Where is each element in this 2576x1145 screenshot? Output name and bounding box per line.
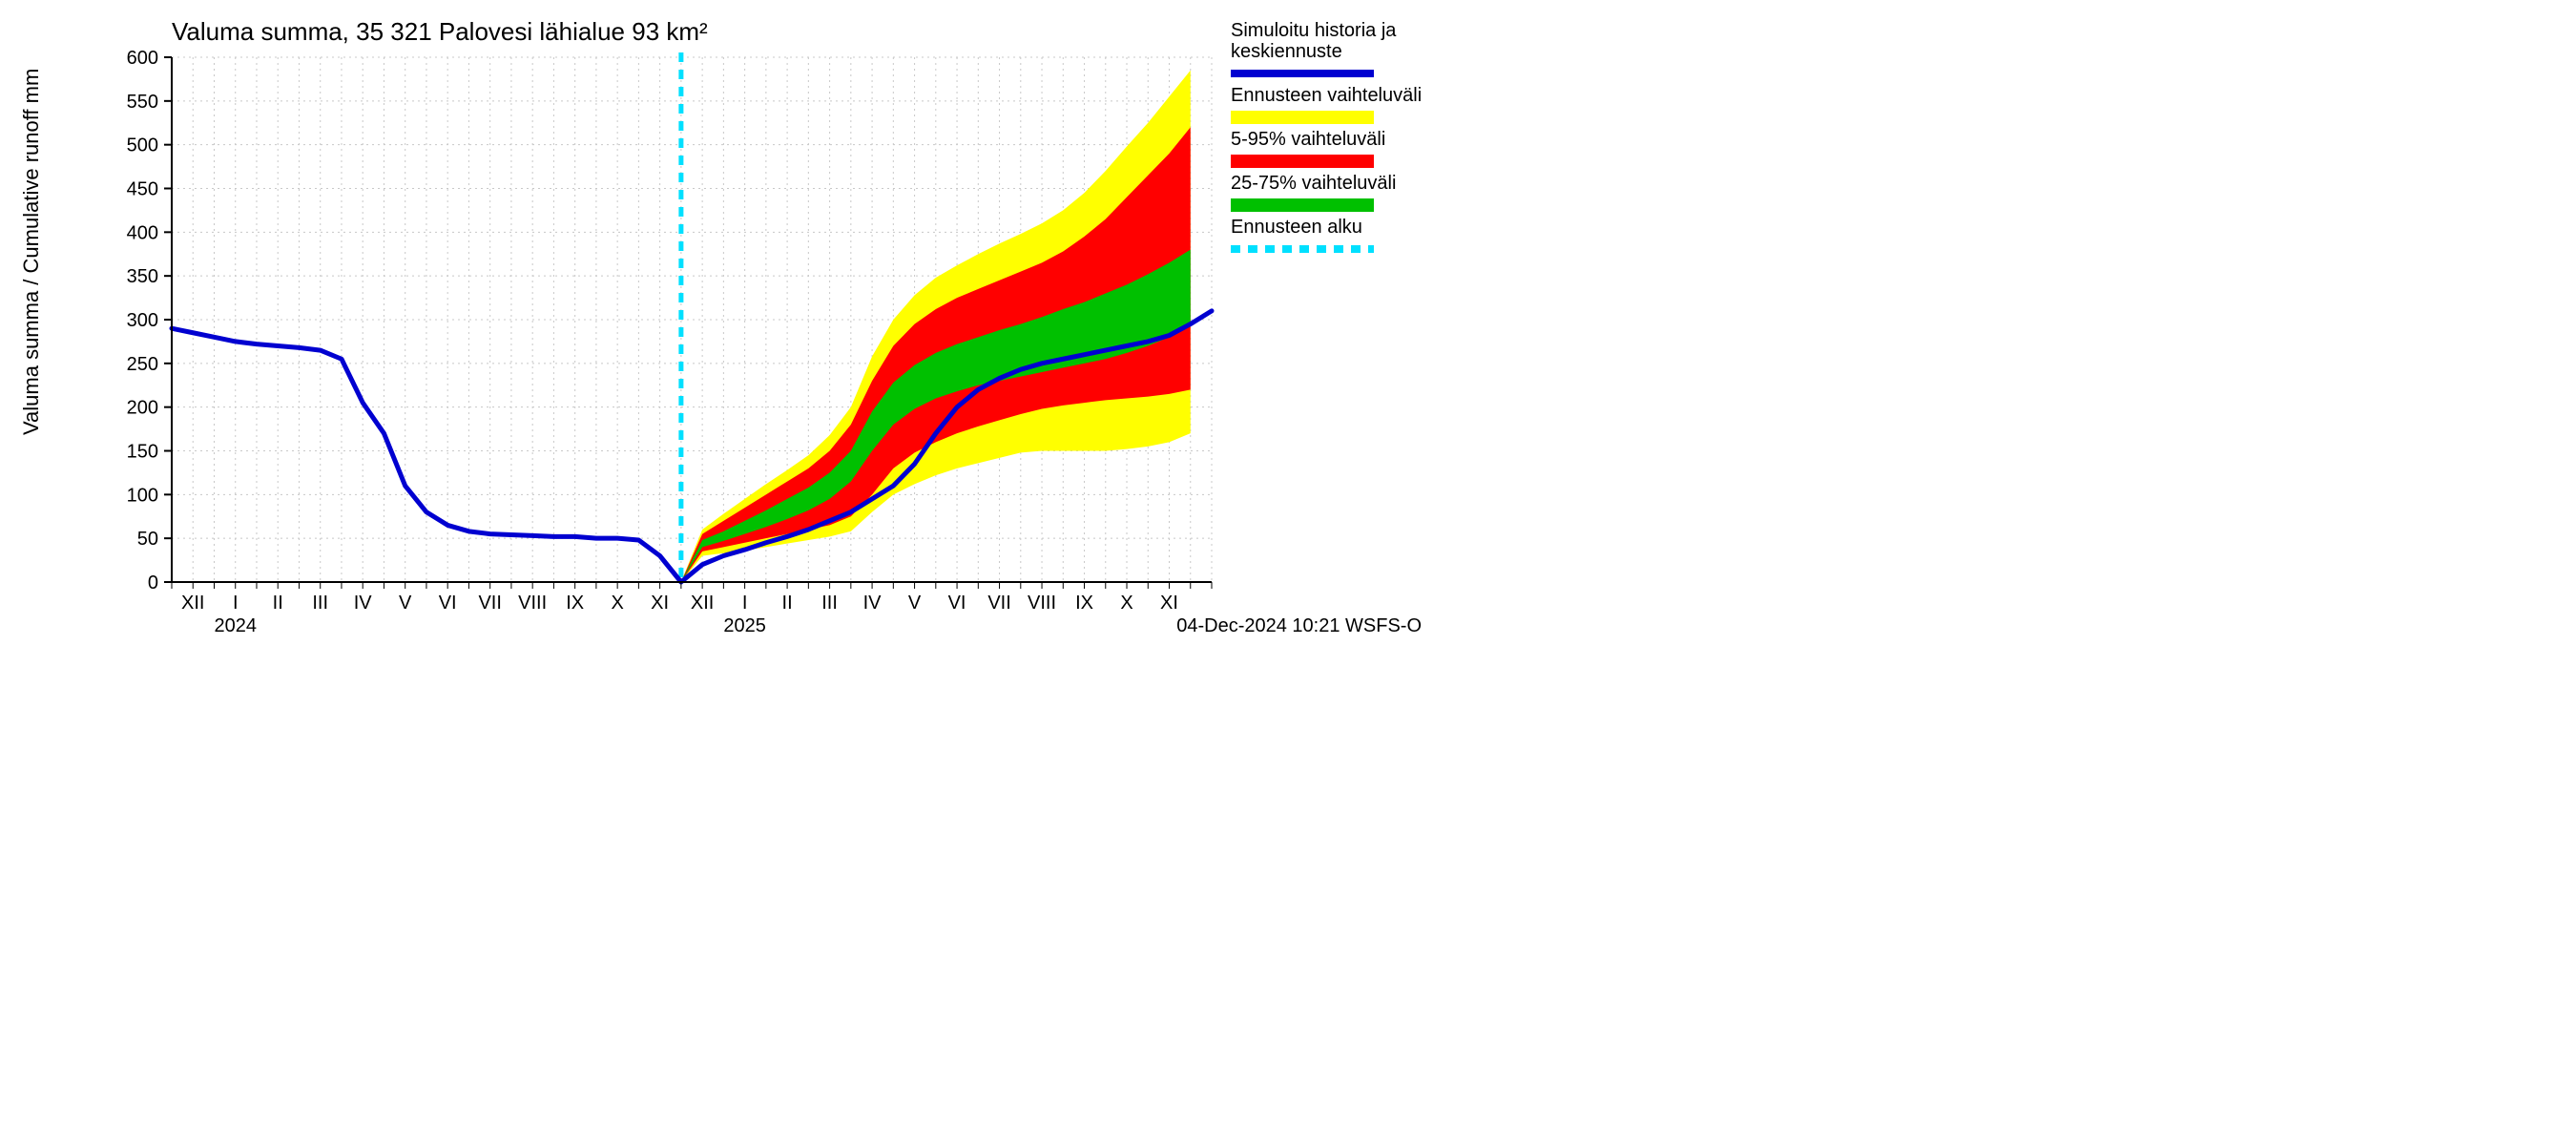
x-month-label: I <box>233 593 239 614</box>
x-month-label: VII <box>987 593 1010 614</box>
x-month-label: IX <box>566 593 584 614</box>
x-month-label: XI <box>1160 593 1178 614</box>
x-month-label: I <box>742 593 748 614</box>
x-month-label: X <box>1120 593 1132 614</box>
x-month-label: III <box>821 593 838 614</box>
x-year-label: 2024 <box>214 615 257 636</box>
x-month-label: VII <box>478 593 501 614</box>
legend-label: Simuloitu historia ja <box>1231 20 1397 41</box>
x-year-label: 2025 <box>723 615 766 636</box>
y-tick-label: 400 <box>127 222 158 243</box>
x-month-label: VI <box>948 593 966 614</box>
legend-label: Ennusteen vaihteluväli <box>1231 85 1422 106</box>
legend-swatch-inner <box>1231 198 1374 212</box>
y-tick-label: 600 <box>127 48 158 69</box>
x-month-label: V <box>908 593 922 614</box>
legend-swatch-mid <box>1231 155 1374 168</box>
x-month-label: IV <box>863 593 883 614</box>
y-tick-label: 350 <box>127 266 158 287</box>
legend-label: 25-75% vaihteluväli <box>1231 173 1396 194</box>
y-axis-label: Valuma summa / Cumulative runoff mm <box>19 69 43 435</box>
x-month-label: II <box>782 593 793 614</box>
x-month-label: II <box>273 593 283 614</box>
x-month-label: IX <box>1075 593 1093 614</box>
legend-swatch-outer <box>1231 111 1374 124</box>
y-tick-label: 50 <box>137 529 158 550</box>
x-month-label: VIII <box>1028 593 1056 614</box>
legend-label: 5-95% vaihteluväli <box>1231 129 1385 150</box>
y-tick-label: 200 <box>127 398 158 419</box>
footer-timestamp: 04-Dec-2024 10:21 WSFS-O <box>1176 615 1422 636</box>
y-tick-label: 300 <box>127 310 158 331</box>
chart-svg: 050100150200250300350400450500550600XIII… <box>0 0 1431 636</box>
x-month-label: XI <box>651 593 669 614</box>
x-month-label: VI <box>439 593 457 614</box>
y-tick-label: 250 <box>127 354 158 375</box>
legend: Simuloitu historia jakeskiennuste Ennuste… <box>1231 20 1422 249</box>
x-month-label: XII <box>181 593 204 614</box>
x-month-label: VIII <box>518 593 547 614</box>
chart-title: Valuma summa, 35 321 Palovesi lähialue 9… <box>172 17 708 46</box>
y-tick-label: 150 <box>127 442 158 463</box>
legend-label: Ennusteen alku <box>1231 217 1362 238</box>
y-tick-label: 100 <box>127 485 158 506</box>
x-month-label: V <box>399 593 412 614</box>
x-month-label: XII <box>691 593 714 614</box>
x-month-label: III <box>312 593 328 614</box>
y-tick-label: 550 <box>127 92 158 113</box>
legend-label: keskiennuste <box>1231 41 1342 62</box>
y-tick-label: 450 <box>127 179 158 200</box>
y-tick-label: 500 <box>127 135 158 156</box>
chart-container: 050100150200250300350400450500550600XIII… <box>0 0 1431 636</box>
x-month-label: X <box>611 593 623 614</box>
y-tick-label: 0 <box>148 572 158 593</box>
x-month-label: IV <box>354 593 373 614</box>
